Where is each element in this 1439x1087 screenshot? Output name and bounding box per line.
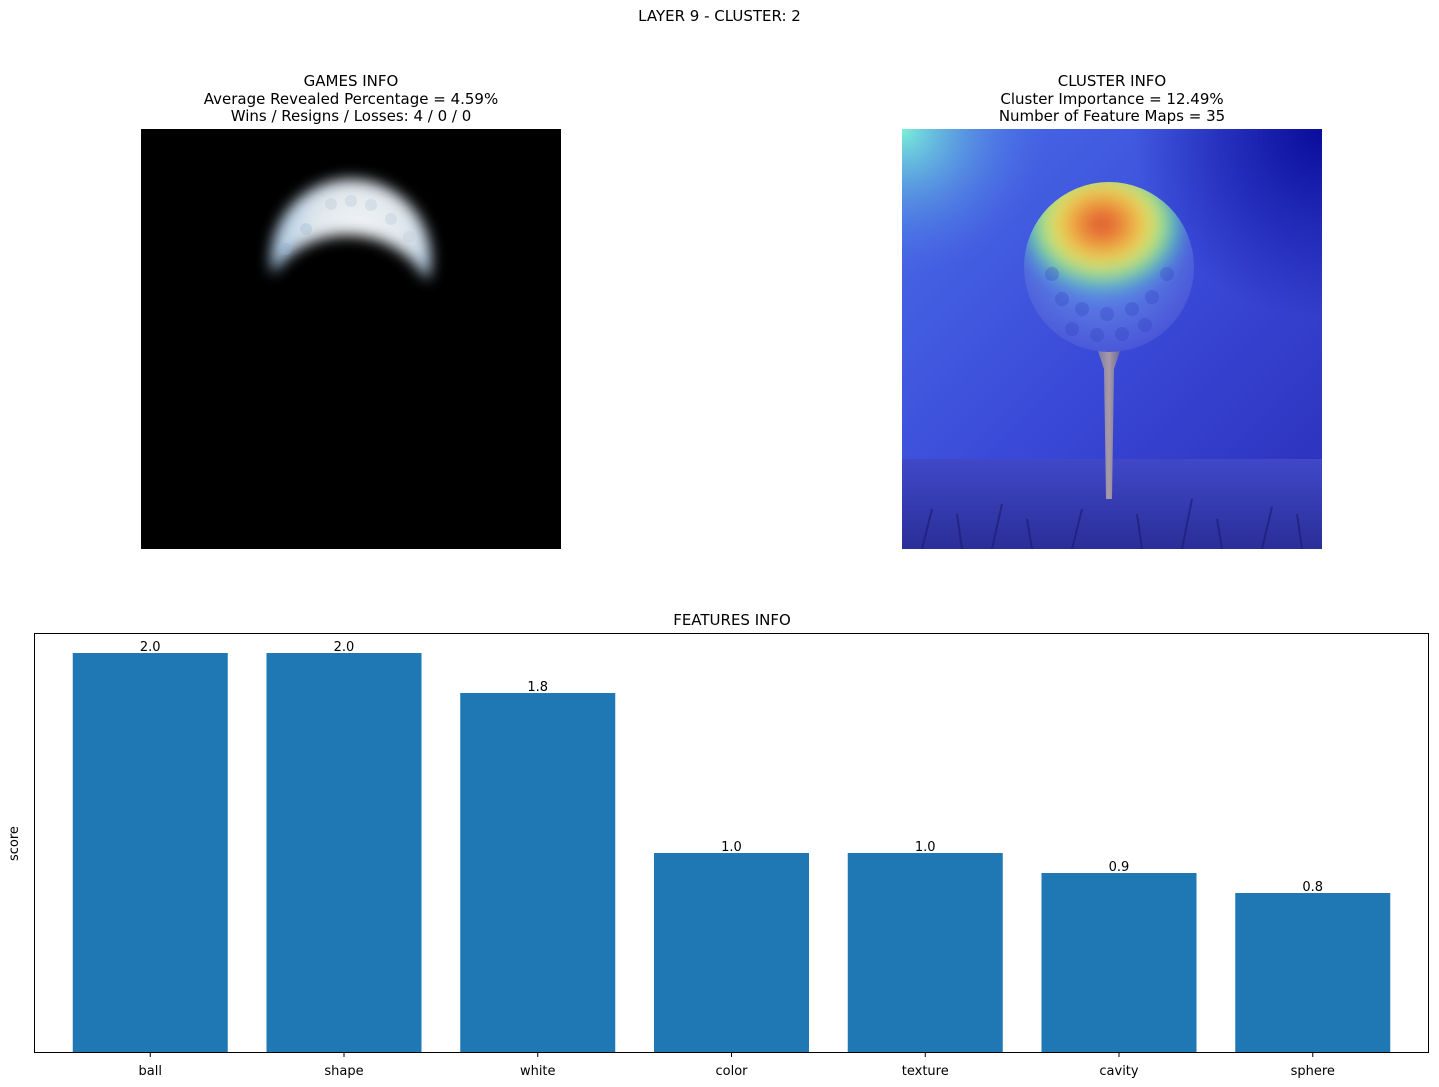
- x-tick-label-cavity: cavity: [1099, 1064, 1139, 1079]
- x-tick-label-shape: shape: [324, 1064, 363, 1079]
- bar-cavity: [1041, 873, 1197, 1053]
- bar-texture: [847, 853, 1003, 1053]
- bar-color: [654, 853, 809, 1053]
- bar-ball: [72, 653, 228, 1053]
- bar-white: [460, 693, 616, 1053]
- games-info-title: GAMES INFO: [303, 72, 399, 90]
- cluster-info-title-block: CLUSTER INFO Cluster Importance = 12.49%…: [832, 72, 1392, 126]
- bar-value-label-ball: 2.0: [140, 640, 161, 655]
- x-tick-label-texture: texture: [902, 1064, 949, 1079]
- bar-shape: [266, 653, 422, 1053]
- games-info-record: Wins / Resigns / Losses: 4 / 0 / 0: [230, 107, 472, 125]
- bar-value-label-cavity: 0.9: [1109, 860, 1130, 875]
- games-info-revealed-percentage: Average Revealed Percentage = 4.59%: [203, 89, 499, 108]
- x-tick-label-sphere: sphere: [1291, 1064, 1335, 1079]
- plot-frame: [34, 633, 1429, 1053]
- x-tick-label-white: white: [520, 1064, 556, 1079]
- bar-value-label-shape: 2.0: [334, 640, 355, 655]
- chart-title: FEATURES INFO: [673, 611, 791, 629]
- cluster-importance: Cluster Importance = 12.49%: [1000, 89, 1224, 108]
- y-axis-label: score: [7, 826, 22, 861]
- revealed-golf-ball-image: [141, 129, 561, 549]
- cluster-info-title: CLUSTER INFO: [1057, 72, 1167, 90]
- revealed-image: [141, 129, 561, 549]
- bar-value-label-texture: 1.0: [915, 840, 936, 855]
- cluster-heatmap-image: [902, 129, 1322, 549]
- feature-map-count: Number of Feature Maps = 35: [998, 107, 1226, 125]
- golf-ball-heatmap-overlay: [902, 129, 1322, 549]
- x-tick-label-color: color: [715, 1064, 748, 1079]
- figure-suptitle: LAYER 9 - CLUSTER: 2: [638, 7, 801, 25]
- x-tick-label-ball: ball: [139, 1064, 162, 1079]
- bar-value-label-sphere: 0.8: [1302, 880, 1323, 895]
- bar-value-label-white: 1.8: [527, 680, 548, 695]
- bar-sphere: [1235, 893, 1391, 1053]
- games-info-title-block: GAMES INFO Average Revealed Percentage =…: [71, 72, 631, 126]
- bar-value-label-color: 1.0: [721, 840, 742, 855]
